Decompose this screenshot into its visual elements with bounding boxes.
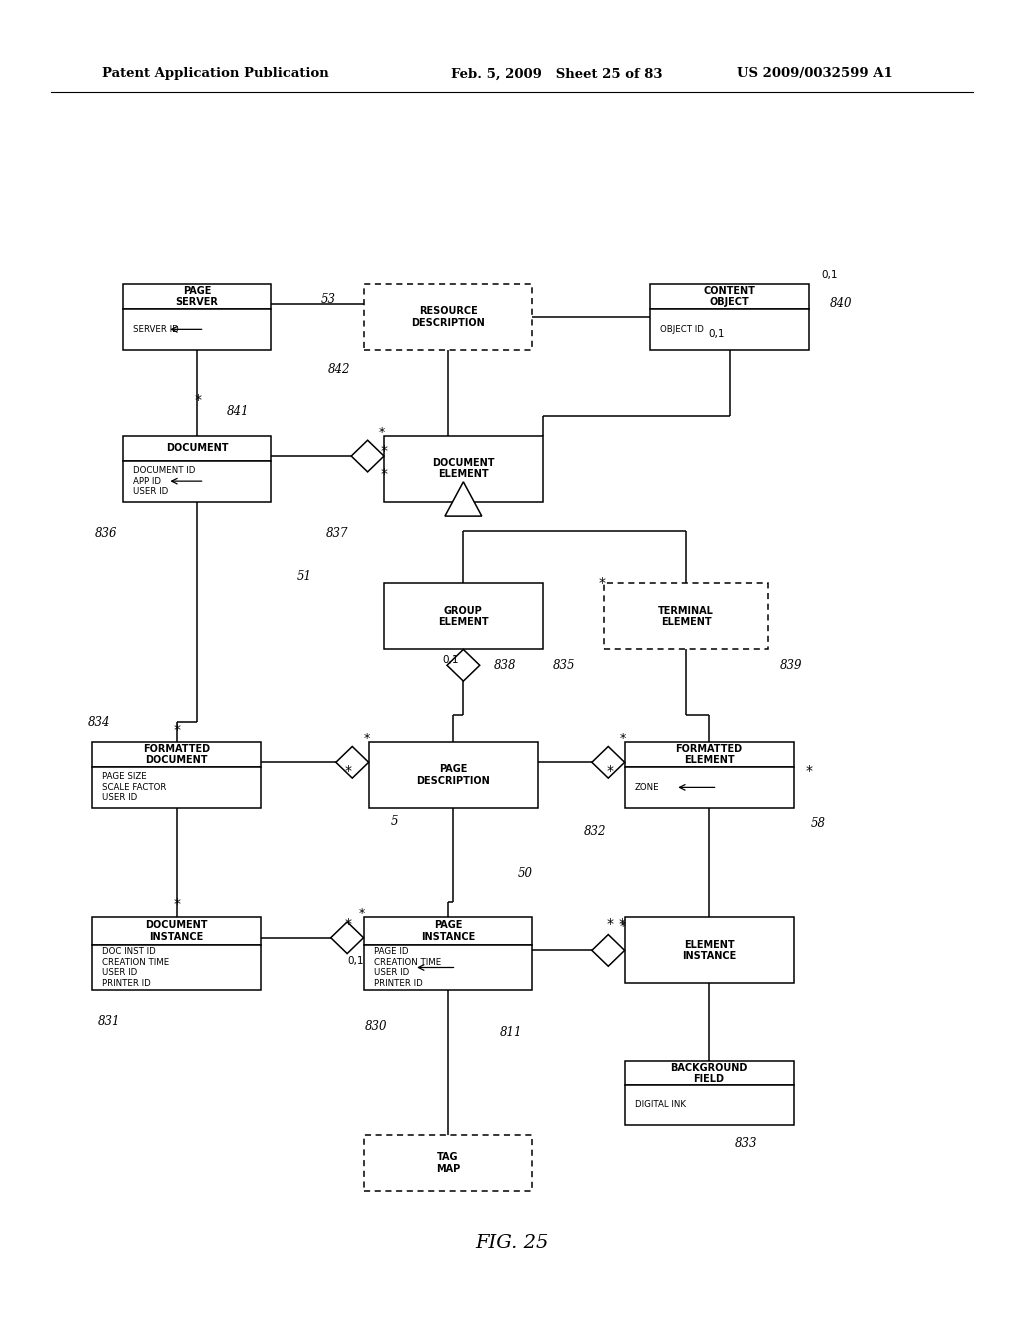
Text: 831: 831 (98, 1015, 121, 1028)
Bar (92, 742, 261, 767)
Bar (364, 284, 532, 350)
Bar (123, 309, 271, 350)
Text: 811: 811 (500, 1026, 522, 1039)
Polygon shape (336, 747, 369, 777)
Text: Patent Application Publication: Patent Application Publication (102, 67, 329, 81)
Text: DOCUMENT: DOCUMENT (166, 444, 228, 453)
Text: *: * (607, 917, 613, 931)
Text: PAGE
DESCRIPTION: PAGE DESCRIPTION (416, 764, 490, 785)
Text: TAG
MAP: TAG MAP (436, 1152, 460, 1173)
Text: *: * (345, 917, 351, 931)
Text: FORMATTED
ELEMENT: FORMATTED ELEMENT (676, 743, 742, 766)
Text: OBJECT ID: OBJECT ID (660, 325, 705, 334)
Text: DOCUMENT ID
APP ID
USER ID: DOCUMENT ID APP ID USER ID (133, 466, 196, 496)
Text: *: * (618, 917, 625, 931)
Text: 839: 839 (780, 659, 803, 672)
Bar (123, 284, 271, 309)
Bar (650, 284, 809, 309)
Text: *: * (174, 723, 180, 737)
Text: US 2009/0032599 A1: US 2009/0032599 A1 (737, 67, 893, 81)
Text: TERMINAL
ELEMENT: TERMINAL ELEMENT (658, 606, 714, 627)
Text: *: * (174, 898, 180, 911)
Text: 834: 834 (88, 715, 111, 729)
Text: 0,1: 0,1 (709, 329, 725, 339)
Text: *: * (620, 920, 626, 933)
Text: DOC INST ID
CREATION TIME
USER ID
PRINTER ID: DOC INST ID CREATION TIME USER ID PRINTE… (102, 948, 170, 987)
Text: *: * (345, 764, 351, 777)
Text: DIGITAL INK: DIGITAL INK (635, 1101, 686, 1110)
Text: *: * (607, 764, 613, 777)
Text: PAGE
SERVER: PAGE SERVER (176, 285, 218, 308)
Bar (625, 1085, 794, 1125)
Text: 50: 50 (518, 867, 534, 880)
Text: 836: 836 (95, 527, 118, 540)
Text: BACKGROUND
FIELD: BACKGROUND FIELD (671, 1063, 748, 1084)
Bar (92, 917, 261, 945)
Text: *: * (806, 764, 812, 777)
Text: *: * (620, 733, 626, 744)
Bar (369, 742, 538, 808)
Text: *: * (364, 733, 370, 744)
Text: 0,1: 0,1 (821, 269, 838, 280)
Text: GROUP
ELEMENT: GROUP ELEMENT (438, 606, 488, 627)
Text: *: * (195, 393, 201, 407)
Bar (92, 767, 261, 808)
Text: 58: 58 (811, 817, 826, 830)
Text: *: * (381, 445, 387, 458)
Text: 0,1: 0,1 (442, 655, 459, 665)
Bar (364, 1135, 532, 1191)
Text: PAGE
INSTANCE: PAGE INSTANCE (421, 920, 475, 942)
Text: 0,1: 0,1 (347, 956, 364, 966)
Text: PAGE ID
CREATION TIME
USER ID
PRINTER ID: PAGE ID CREATION TIME USER ID PRINTER ID (374, 948, 441, 987)
Text: 842: 842 (328, 363, 350, 376)
Bar (364, 945, 532, 990)
Bar (625, 767, 794, 808)
Text: 838: 838 (494, 659, 516, 672)
Bar (625, 917, 794, 983)
Text: Feb. 5, 2009   Sheet 25 of 83: Feb. 5, 2009 Sheet 25 of 83 (451, 67, 663, 81)
Text: *: * (379, 426, 385, 438)
Text: 832: 832 (584, 825, 606, 838)
Text: 837: 837 (326, 527, 348, 540)
Text: 53: 53 (321, 293, 336, 306)
Text: SERVER ID: SERVER ID (133, 325, 179, 334)
Text: 830: 830 (365, 1020, 387, 1034)
Polygon shape (446, 649, 479, 681)
Polygon shape (592, 935, 625, 966)
Bar (650, 309, 809, 350)
Text: 835: 835 (553, 659, 575, 672)
Text: ZONE: ZONE (635, 783, 659, 792)
Text: PAGE SIZE
SCALE FACTOR
USER ID: PAGE SIZE SCALE FACTOR USER ID (102, 772, 167, 803)
Bar (625, 742, 794, 767)
Bar (123, 436, 271, 461)
Bar (123, 461, 271, 502)
Polygon shape (592, 747, 625, 777)
Text: *: * (599, 577, 605, 590)
Text: RESOURCE
DESCRIPTION: RESOURCE DESCRIPTION (411, 306, 485, 327)
Text: 840: 840 (829, 297, 852, 310)
Bar (604, 583, 768, 649)
Polygon shape (331, 921, 364, 953)
Polygon shape (351, 441, 384, 473)
Text: 51: 51 (297, 570, 312, 583)
Bar (364, 917, 532, 945)
Text: 5: 5 (391, 814, 398, 828)
Text: DOCUMENT
INSTANCE: DOCUMENT INSTANCE (145, 920, 208, 942)
Text: *: * (358, 907, 365, 920)
Text: *: * (381, 467, 387, 480)
Text: ELEMENT
INSTANCE: ELEMENT INSTANCE (682, 940, 736, 961)
Text: FORMATTED
DOCUMENT: FORMATTED DOCUMENT (143, 743, 210, 766)
Bar (625, 1061, 794, 1085)
Text: FIG. 25: FIG. 25 (475, 1234, 549, 1253)
Bar (384, 583, 543, 649)
Text: 841: 841 (227, 405, 250, 418)
Polygon shape (444, 482, 482, 516)
Text: 833: 833 (735, 1137, 758, 1150)
Text: DOCUMENT
ELEMENT: DOCUMENT ELEMENT (432, 458, 495, 479)
Bar (92, 945, 261, 990)
Bar (384, 436, 543, 502)
Text: CONTENT
OBJECT: CONTENT OBJECT (703, 285, 756, 308)
